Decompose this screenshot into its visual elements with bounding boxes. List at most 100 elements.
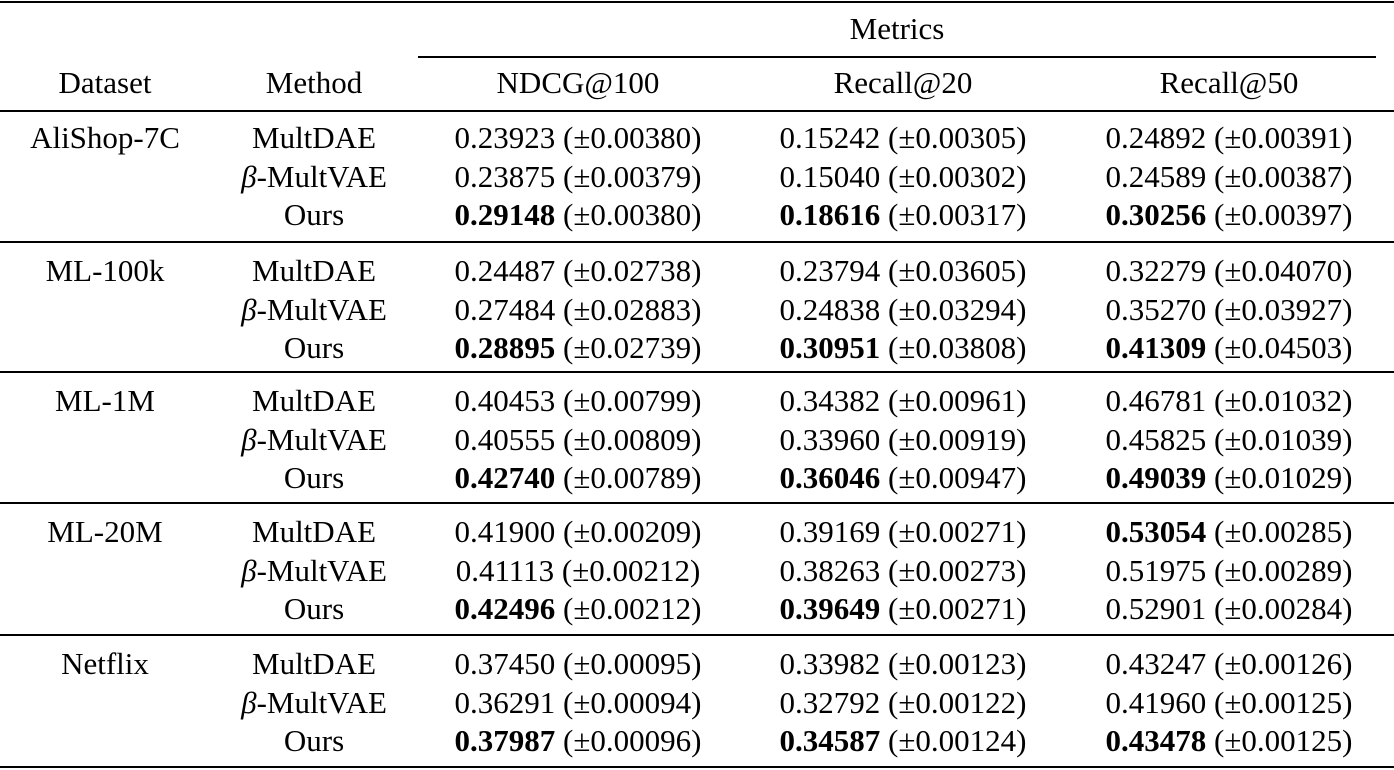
recall20-cell: 0.15040 (±0.00302) — [742, 161, 1064, 192]
method-label: Ours — [283, 330, 345, 365]
method-label: -MultVAE — [256, 159, 387, 194]
metric-value: 0.29148 — [454, 197, 556, 232]
beta-symbol: β — [241, 292, 257, 327]
group-separator-rule — [0, 241, 1394, 243]
recall20-cell: 0.24838 (±0.03294) — [742, 294, 1064, 325]
metric-std: (±0.00789) — [563, 460, 702, 495]
metric-std: (±0.01029) — [1214, 460, 1353, 495]
method-name: MultDAE — [210, 385, 418, 416]
recall50-cell: 0.49039 (±0.01029) — [1068, 462, 1390, 493]
method-label: -MultVAE — [256, 553, 387, 588]
recall50-cell: 0.30256 (±0.00397) — [1068, 199, 1390, 230]
metric-std: (±0.03294) — [888, 292, 1027, 327]
metric-value: 0.28895 — [454, 330, 556, 365]
metric-std: (±0.00391) — [1214, 120, 1353, 155]
ndcg100-cell: 0.28895 (±0.02739) — [418, 332, 738, 363]
metric-value: 0.24487 — [454, 253, 556, 288]
metric-std: (±0.00126) — [1214, 646, 1353, 681]
ndcg100-cell: 0.41113 (±0.00212) — [418, 555, 738, 586]
recall50-cell: 0.52901 (±0.00284) — [1068, 593, 1390, 624]
ndcg100-cell: 0.29148 (±0.00380) — [418, 199, 738, 230]
recall20-cell: 0.30951 (±0.03808) — [742, 332, 1064, 363]
metric-std: (±0.00123) — [888, 646, 1027, 681]
metric-std: (±0.00212) — [561, 553, 701, 588]
header-rule — [0, 110, 1394, 112]
dataset-name: ML-1M — [55, 383, 155, 418]
ndcg100-cell: 0.24487 (±0.02738) — [418, 255, 738, 286]
metric-value: 0.36291 — [454, 685, 556, 720]
metric-std: (±0.02883) — [563, 292, 702, 327]
metric-std: (±0.02739) — [563, 330, 702, 365]
metric-std: (±0.00302) — [888, 159, 1027, 194]
method-label: Ours — [283, 197, 345, 232]
method-label: MultDAE — [252, 646, 376, 681]
recall50-cell: 0.32279 (±0.04070) — [1068, 255, 1390, 286]
metric-value: 0.23794 — [779, 253, 881, 288]
metric-value: 0.27484 — [454, 292, 556, 327]
metric-value: 0.18616 — [779, 197, 881, 232]
method-label: -MultVAE — [256, 685, 387, 720]
ndcg100-cell: 0.41900 (±0.00209) — [418, 516, 738, 547]
metric-value: 0.32792 — [779, 685, 881, 720]
metric-std: (±0.00947) — [888, 460, 1027, 495]
metric-std: (±0.00125) — [1214, 685, 1353, 720]
beta-symbol: β — [241, 422, 257, 457]
method-label: MultDAE — [252, 253, 376, 288]
metric-std: (±0.03808) — [888, 330, 1027, 365]
metric-std: (±0.01039) — [1214, 422, 1353, 457]
metric-std: (±0.00095) — [563, 646, 702, 681]
top-rule — [0, 1, 1394, 3]
method-name: Ours — [210, 199, 418, 230]
metric-std: (±0.00094) — [563, 685, 702, 720]
method-name: Ours — [210, 593, 418, 624]
metric-value: 0.15242 — [779, 120, 881, 155]
metric-std: (±0.00961) — [888, 383, 1027, 418]
metric-std: (±0.00209) — [563, 514, 702, 549]
metrics-group-header: Metrics — [849, 11, 945, 46]
metric-value: 0.30256 — [1105, 197, 1207, 232]
metric-std: (±0.00285) — [1214, 514, 1353, 549]
method-label: -MultVAE — [256, 292, 387, 327]
recall50-cell: 0.53054 (±0.00285) — [1068, 516, 1390, 547]
metric-std: (±0.04070) — [1214, 253, 1353, 288]
metric-value: 0.34382 — [779, 383, 881, 418]
recall50-cell: 0.41309 (±0.04503) — [1068, 332, 1390, 363]
metric-value: 0.41960 — [1105, 685, 1207, 720]
metric-value: 0.45825 — [1105, 422, 1207, 457]
metric-value: 0.36046 — [779, 460, 881, 495]
metric-value: 0.49039 — [1105, 460, 1207, 495]
recall20-cell: 0.18616 (±0.00317) — [742, 199, 1064, 230]
recall20-cell: 0.39649 (±0.00271) — [742, 593, 1064, 624]
metric-value: 0.43478 — [1105, 723, 1207, 758]
recall20-cell: 0.15242 (±0.00305) — [742, 122, 1064, 153]
metric-std: (±0.00271) — [888, 591, 1027, 626]
dataset-name: ML-20M — [47, 514, 163, 549]
metric-std: (±0.00096) — [563, 723, 702, 758]
recall20-column-header: Recall@20 — [833, 65, 973, 100]
metric-std: (±0.00124) — [888, 723, 1027, 758]
metric-value: 0.30951 — [779, 330, 881, 365]
metrics-cmidrule — [418, 56, 1376, 58]
method-name: β-MultVAE — [210, 687, 418, 718]
beta-symbol: β — [241, 553, 257, 588]
metric-value: 0.15040 — [779, 159, 881, 194]
metric-std: (±0.00919) — [888, 422, 1027, 457]
metric-std: (±0.00289) — [1214, 553, 1353, 588]
recall50-cell: 0.43478 (±0.00125) — [1068, 725, 1390, 756]
metric-std: (±0.02738) — [563, 253, 702, 288]
recall20-cell: 0.38263 (±0.00273) — [742, 555, 1064, 586]
metric-std: (±0.00271) — [888, 514, 1027, 549]
ndcg100-cell: 0.37450 (±0.00095) — [418, 648, 738, 679]
metric-value: 0.42496 — [454, 591, 556, 626]
metric-std: (±0.00387) — [1214, 159, 1353, 194]
metric-value: 0.46781 — [1105, 383, 1207, 418]
dataset-name: AliShop-7C — [30, 120, 180, 155]
metric-value: 0.38263 — [779, 553, 881, 588]
dataset-name: Netflix — [61, 646, 149, 681]
ndcg100-cell: 0.42740 (±0.00789) — [418, 462, 738, 493]
method-name: MultDAE — [210, 516, 418, 547]
ndcg100-cell: 0.40555 (±0.00809) — [418, 424, 738, 455]
metric-std: (±0.00397) — [1214, 197, 1353, 232]
recall20-cell: 0.23794 (±0.03605) — [742, 255, 1064, 286]
metric-value: 0.39169 — [779, 514, 881, 549]
